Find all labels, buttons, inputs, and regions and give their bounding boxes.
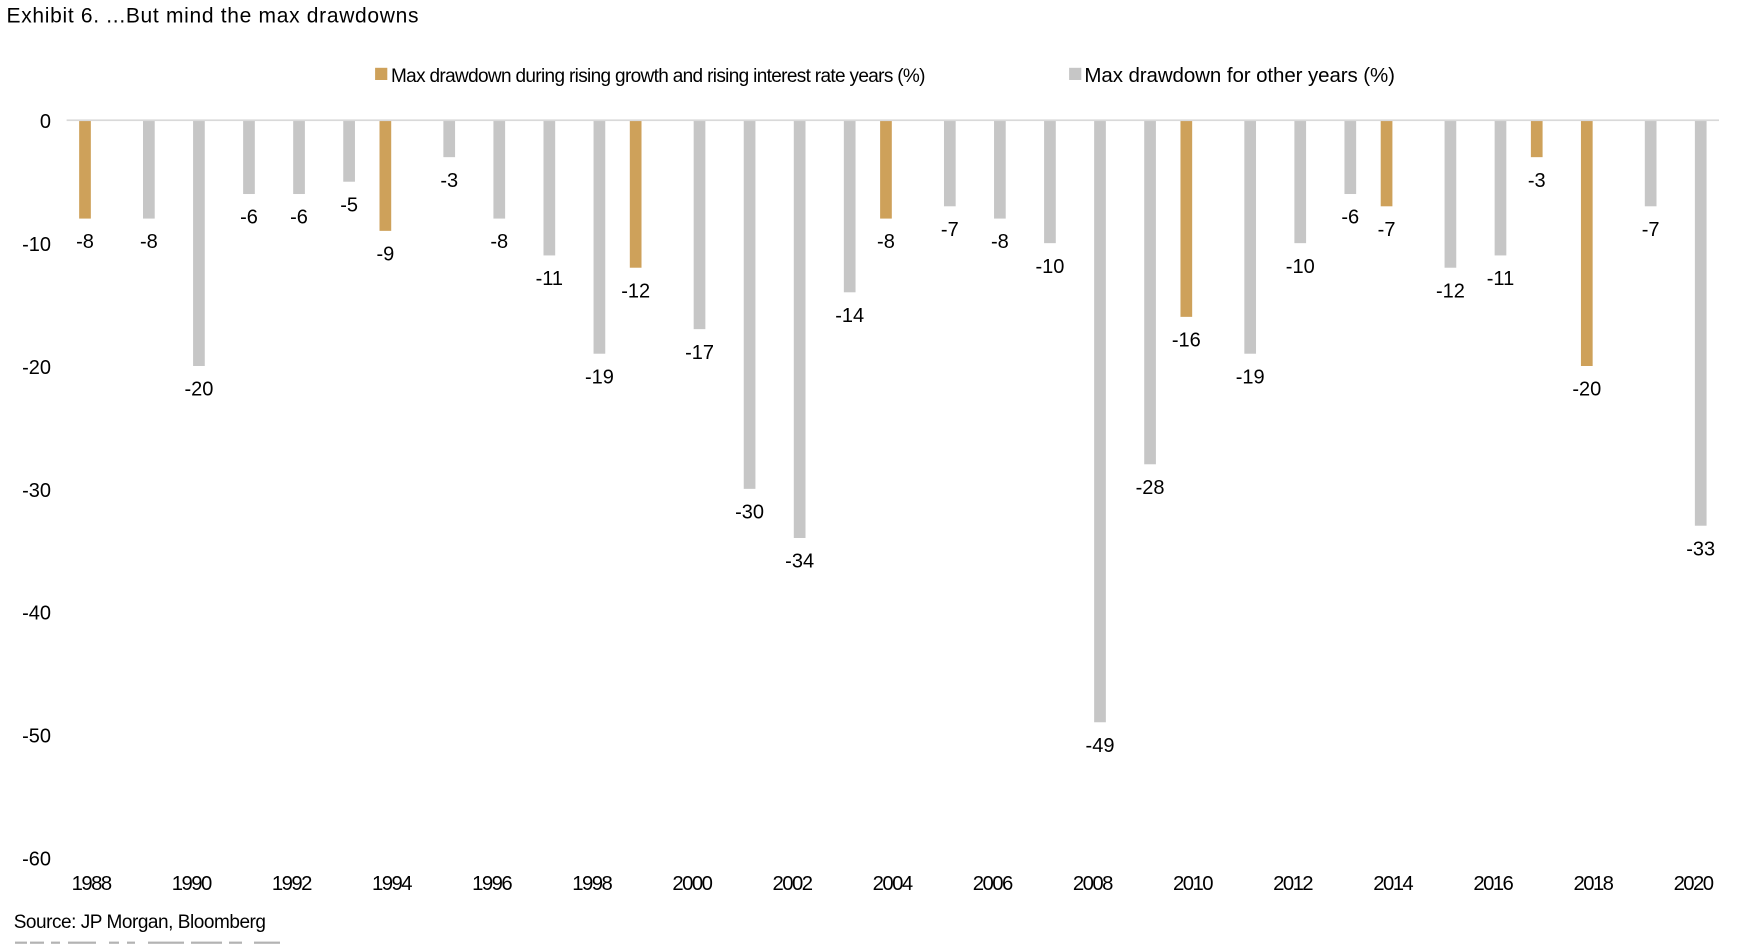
svg-text:-10: -10 [1035,256,1064,278]
svg-text:1988: 1988 [72,873,113,895]
svg-text:-10: -10 [1286,256,1315,278]
svg-text:-28: -28 [1136,477,1165,499]
svg-text:-9: -9 [376,243,394,265]
svg-text:1990: 1990 [172,873,213,895]
svg-text:-14: -14 [835,305,864,327]
svg-text:-6: -6 [240,207,258,229]
svg-text:2002: 2002 [772,873,813,895]
svg-text:-17: -17 [685,342,714,364]
svg-text:Max drawdown for other years (: Max drawdown for other years (%) [1084,64,1395,87]
svg-text:-20: -20 [1572,379,1601,401]
svg-text:-30: -30 [22,480,51,502]
svg-text:-10: -10 [22,234,51,256]
svg-text:-19: -19 [585,366,614,388]
svg-text:-7: -7 [1378,219,1396,241]
svg-text:2000: 2000 [672,873,713,895]
svg-text:-8: -8 [991,231,1009,253]
svg-text:-12: -12 [621,280,650,302]
svg-text:2018: 2018 [1573,873,1614,895]
svg-text:2006: 2006 [973,873,1014,895]
svg-text:Source: JP Morgan, Bloomberg: Source: JP Morgan, Bloomberg [14,912,266,933]
svg-text:0: 0 [40,111,51,133]
svg-text:Exhibit 6. ...But mind the max: Exhibit 6. ...But mind the max drawdowns [7,5,419,28]
svg-text:2020: 2020 [1674,873,1715,895]
svg-text:-3: -3 [1528,170,1546,192]
svg-text:-8: -8 [877,231,895,253]
svg-text:1994: 1994 [372,873,413,895]
svg-text:-50: -50 [22,726,51,748]
svg-text:-20: -20 [184,379,213,401]
svg-text:-40: -40 [22,603,51,625]
svg-text:-8: -8 [490,231,508,253]
svg-text:-6: -6 [1341,207,1359,229]
svg-text:-5: -5 [340,194,358,216]
svg-text:1998: 1998 [572,873,613,895]
svg-text:2012: 2012 [1273,873,1314,895]
svg-text:-19: -19 [1236,366,1265,388]
svg-text:1996: 1996 [472,873,513,895]
svg-text:-33: -33 [1686,538,1715,560]
svg-text:-6: -6 [290,207,308,229]
svg-text:2014: 2014 [1373,873,1414,895]
svg-text:-7: -7 [1642,219,1660,241]
svg-text:1992: 1992 [272,873,313,895]
svg-text:-30: -30 [735,501,764,523]
svg-text:Max drawdown during rising gro: Max drawdown during rising growth and ri… [391,66,926,87]
svg-text:-11: -11 [536,268,563,290]
svg-text:-20: -20 [22,357,51,379]
svg-text:-8: -8 [76,231,94,253]
svg-text:2010: 2010 [1173,873,1214,895]
svg-text:-11: -11 [1487,268,1514,290]
svg-text:2004: 2004 [873,873,914,895]
svg-text:-12: -12 [1436,280,1465,302]
svg-text:-7: -7 [941,219,959,241]
svg-text:-8: -8 [140,231,158,253]
svg-text:-49: -49 [1086,735,1115,757]
svg-text:-3: -3 [440,170,458,192]
svg-text:-34: -34 [785,551,814,573]
svg-text:2008: 2008 [1073,873,1114,895]
svg-text:-60: -60 [22,849,51,871]
svg-text:2016: 2016 [1473,873,1514,895]
svg-text:-16: -16 [1172,329,1201,351]
